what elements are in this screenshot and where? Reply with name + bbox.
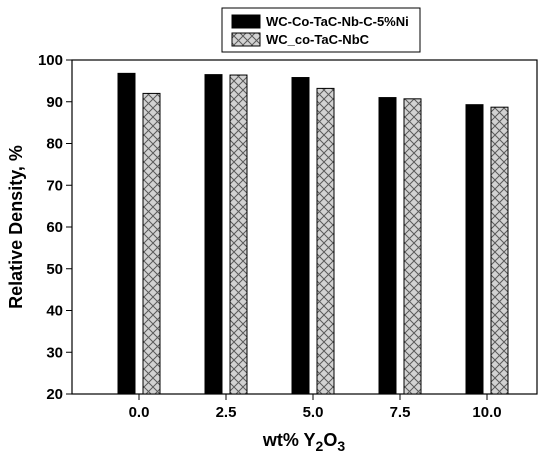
x-axis-label-mid: O [323,430,337,450]
y-tick-label: 20 [46,386,63,403]
bar-series-2-7.5 [403,98,422,395]
legend-swatch-series-1 [231,14,261,29]
bar-series-2-2.5 [229,74,248,395]
bar-series-1-2.5 [204,74,223,395]
bar-series-1-10.0 [465,104,484,395]
x-axis-label: wt% Y2O3 [262,430,346,454]
y-tick-label: 80 [46,136,63,153]
x-tick-label: 5.0 [303,404,324,421]
y-tick-label: 50 [46,261,63,278]
x-axis-label-main: wt% Y [262,430,316,450]
y-tick-label: 60 [46,219,63,236]
bar-series-2-10.0 [490,106,509,395]
legend-swatch-series-2 [231,32,261,47]
x-tick-label: 0.0 [129,404,150,421]
bars-group [117,72,509,395]
y-tick-label: 100 [38,52,63,69]
y-axis-label: Relative Density, % [6,145,26,309]
y-tick-label: 90 [46,94,63,111]
bar-series-2-0.0 [142,92,161,395]
x-axis-label-sub2: 3 [337,438,345,454]
legend-label-series-1: WC-Co-TaC-Nb-C-5%Ni [266,14,409,29]
x-tick-label: 7.5 [390,404,411,421]
y-axis: 20 30 40 50 60 70 80 90 100 [38,52,72,403]
legend: WC-Co-TaC-Nb-C-5%Ni WC_co-TaC-NbC [221,7,421,53]
bar-series-1-5.0 [291,77,310,395]
x-tick-label: 10.0 [472,404,501,421]
x-tick-label: 2.5 [216,404,237,421]
bar-series-1-0.0 [117,72,136,395]
y-tick-label: 70 [46,177,63,194]
bar-series-2-5.0 [316,87,335,395]
x-axis-label-sub1: 2 [316,438,324,454]
bar-series-1-7.5 [378,97,397,395]
x-axis: 0.0 2.5 5.0 7.5 10.0 [129,394,502,421]
y-tick-label: 30 [46,344,63,361]
legend-label-series-2: WC_co-TaC-NbC [266,32,370,47]
y-tick-label: 40 [46,303,63,320]
